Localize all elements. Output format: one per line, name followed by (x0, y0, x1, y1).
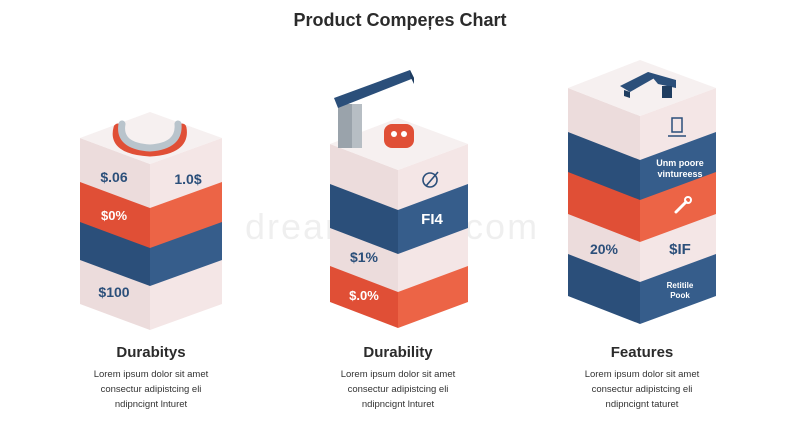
faucet-icon (620, 72, 676, 98)
block-blue-right-face (398, 182, 468, 254)
block-red-right-face (640, 170, 716, 242)
label-b1: Retitile (667, 281, 694, 290)
block-blue-left-face (330, 182, 398, 254)
block-red-left-face (80, 180, 150, 248)
block-blue-right-face (150, 220, 222, 286)
knob-icon (384, 124, 414, 148)
block-red-left-face (330, 264, 398, 328)
block-top-right-face (640, 88, 716, 160)
block-blue-right-face (640, 130, 716, 200)
desc-line: Lorem ipsum dolor sit amet (340, 369, 456, 380)
caption-title: Features (610, 344, 674, 361)
label-price-right: 1.0$ (174, 171, 201, 187)
block-top-left-face (80, 138, 150, 208)
block-red-left-face (568, 170, 640, 242)
caption-durabitys: Durabitys Lorem ipsum dolor sit amet con… (41, 344, 261, 412)
caption-title: Durability (363, 344, 433, 361)
label-b2: Pook (670, 291, 690, 300)
desc-line: consectur adipistcing eli (591, 384, 693, 395)
label-pct: $0% (101, 208, 127, 223)
label-sif: $IF (669, 241, 691, 258)
block-top-face (568, 60, 716, 116)
block-blue-left-face (80, 220, 150, 286)
desc-line: ndipncignt taturet (605, 399, 679, 410)
column-durability: FI4 $1% $.0% (330, 70, 468, 328)
label-blue-line2: vintureess (657, 169, 702, 179)
block-blue-left-face (568, 130, 640, 200)
block-pink-right-face (398, 226, 468, 292)
desc-line: consectur adipistcing eli (100, 384, 202, 395)
block-blue-bottom-right-face (640, 252, 716, 324)
caption-features: Features Lorem ipsum dolor sit amet cons… (532, 344, 752, 412)
lever-icon (334, 70, 414, 148)
label-right: FI4 (421, 211, 443, 228)
desc-line: Lorem ipsum dolor sit amet (93, 369, 209, 380)
block-pink-left-face (568, 212, 640, 282)
chart-title: Product Compeŗes Chart (293, 10, 507, 30)
gauge-icon (422, 171, 439, 188)
lamp-icon (668, 117, 686, 137)
block-top-left-face (330, 144, 398, 210)
block-blue-bottom-left-face (568, 252, 640, 324)
block-bottom-right-face (150, 258, 222, 330)
wrench-icon (674, 196, 692, 214)
label-pct: 20% (590, 241, 619, 257)
block-pink-left-face (330, 226, 398, 292)
label-bottom: $100 (98, 284, 129, 300)
label-blue-line1: Unm poore (656, 158, 704, 168)
caption-desc: Lorem ipsum dolor sit amet consectur adi… (41, 367, 261, 412)
block-bottom-left-face (80, 258, 150, 330)
caption-desc: Lorem ipsum dolor sit amet consectur adi… (288, 367, 508, 412)
desc-line: Lorem ipsum dolor sit amet (584, 369, 700, 380)
desc-line: consectur adipistcing eli (347, 384, 449, 395)
label-price-top: $.06 (100, 169, 127, 185)
caption-durability: Durability Lorem ipsum dolor sit amet co… (288, 344, 508, 412)
column-durabitys: $.06 1.0$ $0% $100 (80, 112, 222, 330)
block-red-right-face (150, 180, 222, 248)
block-top-left-face (568, 88, 640, 160)
caption-title: Durabitys (116, 344, 186, 361)
block-top-right-face (150, 138, 222, 208)
horseshoe-icon (112, 120, 187, 157)
block-pink-right-face (640, 212, 716, 282)
desc-line: ndipncignt lnturet (361, 399, 435, 410)
desc-line: ndipncignt lnturet (114, 399, 188, 410)
block-red-right-face (398, 264, 468, 328)
column-features: Unm poore vintureess 20% $IF Retitile Po… (568, 60, 716, 324)
caption-desc: Lorem ipsum dolor sit amet consectur adi… (532, 367, 752, 412)
label-pct1: $1% (350, 249, 379, 265)
label-pct2: $.0% (349, 288, 379, 303)
